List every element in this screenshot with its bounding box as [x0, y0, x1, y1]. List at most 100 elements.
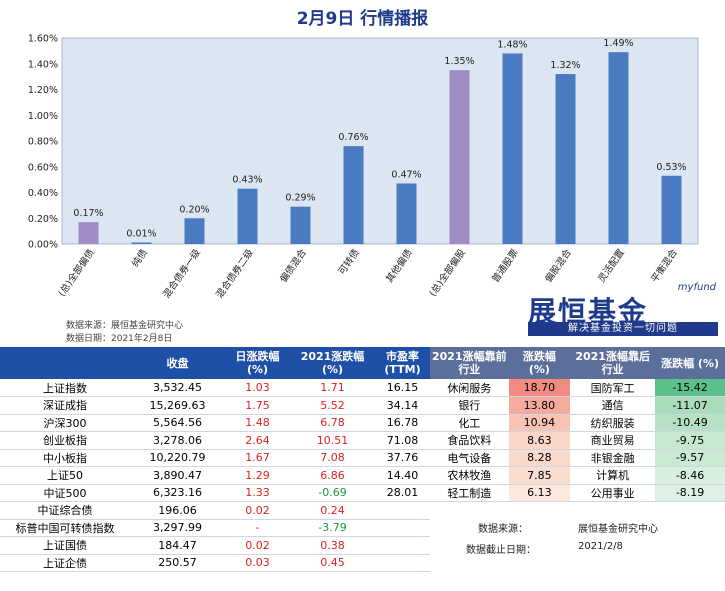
index-row: 创业板指 3,278.06 2.64 10.51 71.08	[0, 431, 430, 450]
industry-row: 轻工制造 6.13 公用事业 -8.19	[430, 484, 725, 502]
index-close: 15,269.63	[130, 396, 225, 415]
bar-value-label: 0.29%	[285, 193, 315, 204]
industry-top-name: 电气设备	[430, 449, 509, 467]
index-pe	[375, 554, 430, 572]
index-name: 中证综合债	[0, 501, 130, 520]
y-tick-label: 1.20%	[28, 85, 58, 96]
x-tick-label: 灵活配置	[595, 247, 627, 285]
index-close: 250.57	[130, 554, 225, 572]
bar	[396, 183, 417, 244]
x-tick-label: 偏股混合	[542, 246, 574, 284]
industry-bottom-name: 纺织服装	[570, 414, 656, 432]
index-day-change: 1.33	[225, 484, 290, 502]
index-close: 196.06	[130, 501, 225, 520]
x-tick-label: 纯债	[129, 246, 150, 269]
x-tick-label: 混合债券二级	[213, 246, 256, 300]
bar	[661, 175, 682, 244]
index-pe	[375, 501, 430, 520]
industry-top-name: 农林牧渔	[430, 466, 509, 485]
bar	[131, 242, 152, 244]
y-tick-label: 1.00%	[28, 111, 58, 122]
index-pe: 14.40	[375, 466, 430, 485]
index-day-change: 1.48	[225, 414, 290, 432]
index-pe: 16.15	[375, 379, 430, 397]
industry-bottom-name: 计算机	[570, 466, 656, 485]
index-name: 创业板指	[0, 431, 130, 450]
y-tick-label: 0.80%	[28, 137, 58, 148]
index-day-change: 2.64	[225, 431, 290, 450]
index-ytd-change: 0.24	[290, 501, 375, 520]
index-day-change: 1.29	[225, 466, 290, 485]
index-close: 10,220.79	[130, 449, 225, 467]
index-ytd-change: 5.52	[290, 396, 375, 415]
industry-bottom-change: -11.07	[655, 396, 725, 415]
industry-bottom-name: 公用事业	[570, 484, 656, 502]
x-tick-label: 平衡混合	[648, 246, 680, 284]
bar-value-label: 1.32%	[550, 60, 580, 71]
bar-value-label: 0.01%	[126, 229, 156, 240]
y-tick-label: 1.40%	[28, 59, 58, 70]
x-tick-label: 混合债券一级	[160, 246, 203, 300]
bar-value-label: 0.43%	[232, 175, 262, 186]
index-name: 中证500	[0, 484, 130, 502]
index-pe	[375, 536, 430, 555]
industry-header-top-change: 涨跌幅 (%)	[508, 347, 571, 379]
footer-date-label: 数据截止日期：	[466, 545, 536, 556]
industry-top-change: 13.80	[508, 396, 571, 415]
footer-date-value: 2021/2/8	[578, 541, 623, 552]
index-row: 上证国债 184.47 0.02 0.38	[0, 536, 430, 555]
bar-value-label: 1.35%	[444, 56, 474, 67]
index-row: 中小板指 10,220.79 1.67 7.08 37.76	[0, 449, 430, 467]
index-row: 沪深300 5,564.56 1.48 6.78 16.78	[0, 414, 430, 432]
index-ytd-change: -3.79	[290, 519, 375, 537]
index-row: 上证企债 250.57 0.03 0.45	[0, 554, 430, 572]
industry-bottom-change: -15.42	[655, 379, 725, 397]
index-day-change: 1.03	[225, 379, 290, 397]
industry-bottom-change: -9.75	[655, 431, 725, 450]
index-close: 6,323.16	[130, 484, 225, 502]
index-day-change: 1.67	[225, 449, 290, 467]
x-tick-label: 偏债混合	[277, 246, 309, 284]
index-name: 上证指数	[0, 379, 130, 397]
x-tick-label: 普通股票	[489, 246, 521, 284]
fund-return-bar-chart: 0.00% 0.20% 0.40% 0.60% 0.80% 1.00% 1.20% 1.40%…	[28, 34, 699, 300]
index-ytd-change: 10.51	[290, 431, 375, 450]
index-close: 3,532.45	[130, 379, 225, 397]
bar-value-label: 0.76%	[338, 132, 368, 143]
bar-value-label: 0.53%	[656, 162, 686, 173]
index-name: 上证50	[0, 466, 130, 485]
y-tick-label: 0.20%	[28, 214, 58, 225]
industry-top-name: 轻工制造	[430, 484, 509, 502]
bar	[502, 53, 523, 245]
index-name: 中小板指	[0, 449, 130, 467]
footer-source-value: 展恒基金研究中心	[578, 524, 658, 535]
index-pe: 16.78	[375, 414, 430, 432]
bar	[78, 222, 99, 244]
industry-bottom-name: 通信	[570, 396, 656, 415]
index-table-header: 收盘 日涨跌幅 (%) 2021涨跌幅 (%) 市盈率 (TTM)	[0, 347, 430, 379]
x-tick-label: (总)全部偏股	[427, 246, 469, 298]
index-pe: 37.76	[375, 449, 430, 467]
bar	[608, 52, 629, 244]
logo-slogan: 解决基金投资一切问题	[528, 322, 718, 336]
brand-logo: myfund 展恒基金 解决基金投资一切问题	[528, 282, 718, 338]
index-row: 上证指数 3,532.45 1.03 1.71 16.15	[0, 379, 430, 397]
index-ytd-change: 0.45	[290, 554, 375, 572]
index-table: 收盘 日涨跌幅 (%) 2021涨跌幅 (%) 市盈率 (TTM) 上证指数 3,532…	[0, 347, 430, 572]
industry-top-change: 7.85	[508, 466, 571, 485]
y-tick-label: 0.00%	[28, 240, 58, 251]
index-pe	[375, 519, 430, 537]
chart-date-text: 数据日期：2021年2月8日	[66, 334, 173, 344]
index-day-change: 0.02	[225, 501, 290, 520]
y-tick-label: 0.60%	[28, 162, 58, 173]
bar	[184, 218, 205, 244]
index-close: 3,890.47	[130, 466, 225, 485]
industry-top-name: 休闲服务	[430, 379, 509, 397]
industry-bottom-change: -8.19	[655, 484, 725, 502]
index-ytd-change: 7.08	[290, 449, 375, 467]
industry-table: 2021涨幅靠前 行业 涨跌幅 (%) 2021涨幅靠后 行业 涨跌幅 (%) 休闲服…	[430, 347, 725, 502]
index-name: 上证国债	[0, 536, 130, 555]
index-name: 深证成指	[0, 396, 130, 415]
bar-value-label: 0.20%	[179, 204, 209, 215]
industry-header-bottom-change: 涨跌幅 (%)	[655, 347, 725, 379]
